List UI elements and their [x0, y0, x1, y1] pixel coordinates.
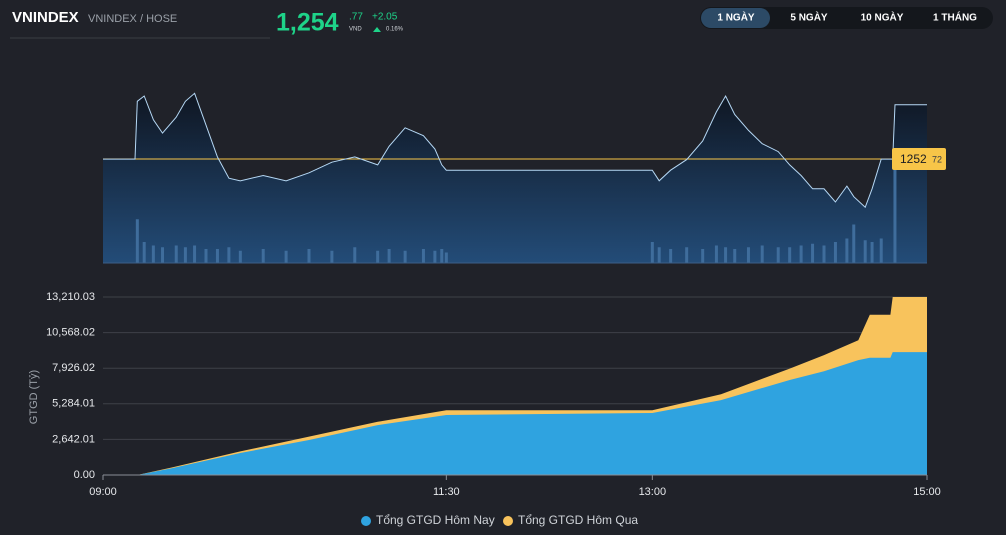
volume-bar — [714, 245, 718, 263]
volume-bar — [776, 247, 780, 263]
volume-bar — [760, 245, 764, 263]
volume-bar — [215, 249, 219, 263]
price-decimal: .77 — [349, 12, 363, 23]
price-line — [103, 92, 927, 209]
volume-bar — [227, 247, 231, 263]
volume-bar — [863, 240, 867, 263]
volume-bar — [811, 243, 815, 263]
exchange: VNINDEX / HOSE — [88, 13, 177, 25]
volume-bar — [701, 249, 705, 263]
y-tick-label: 2,642.01 — [52, 433, 95, 445]
volume-bar — [161, 247, 165, 263]
x-tick-label: 13:00 — [639, 486, 667, 498]
volume-bar — [669, 249, 673, 263]
legend-label[interactable]: Tổng GTGD Hôm Nay — [376, 513, 495, 527]
volume-bar — [657, 247, 661, 263]
symbol: VNINDEX — [12, 9, 79, 26]
reference-tag — [892, 148, 946, 171]
volume-bar — [204, 249, 208, 263]
volume-bar — [822, 245, 826, 263]
legend-swatch — [361, 516, 371, 526]
volume-bar — [788, 247, 792, 263]
volume-bar — [421, 249, 425, 263]
volume-bar — [142, 242, 146, 263]
x-tick-label: 09:00 — [89, 486, 117, 498]
volume-bar — [799, 245, 803, 263]
y-axis-label: GTGD (Tỷ) — [28, 370, 40, 424]
x-tick-label: 15:00 — [913, 486, 941, 498]
volume-bar — [353, 247, 357, 263]
volume-bar — [403, 250, 407, 263]
volume-bar — [746, 247, 750, 263]
reference-label-decimal: 72 — [932, 154, 942, 164]
tab[interactable]: 5 NGÀY — [790, 11, 828, 24]
volume-bar — [284, 250, 288, 263]
volume-bar — [724, 247, 728, 263]
volume-bar — [135, 219, 139, 263]
volume-bar — [174, 245, 178, 263]
tab-bar — [700, 7, 993, 29]
y-tick-label: 10,568.02 — [46, 327, 95, 339]
volume-bar — [330, 250, 334, 263]
volume-bar — [440, 249, 444, 263]
volume-bar — [433, 250, 437, 263]
volume-bar — [852, 224, 856, 263]
volume-bar — [307, 249, 311, 263]
volume-bar — [685, 247, 689, 263]
volume-bar — [650, 242, 654, 263]
volume-bar — [261, 249, 265, 263]
y-tick-label: 7,926.02 — [52, 362, 95, 374]
change: +2.05 — [372, 12, 398, 23]
change-percent: 0.16% — [386, 27, 404, 33]
legend-swatch — [503, 516, 513, 526]
price-area — [103, 93, 927, 263]
price: 1,254 — [276, 9, 339, 37]
volume-bar — [833, 242, 837, 263]
reference-label: 1252 — [900, 152, 927, 166]
tab-active — [701, 8, 770, 28]
volume-bar — [879, 238, 883, 263]
y-tick-label: 13,210.03 — [46, 291, 95, 303]
volume-bar — [376, 250, 380, 263]
volume-bar — [733, 249, 737, 263]
x-tick-label: 11:30 — [433, 486, 460, 498]
volume-bar — [193, 245, 197, 263]
area — [103, 352, 927, 475]
volume-bar — [893, 161, 897, 263]
tab[interactable]: 1 NGÀY — [717, 11, 755, 24]
volume-bar — [238, 250, 242, 263]
legend-label[interactable]: Tổng GTGD Hôm Qua — [518, 513, 638, 527]
volume-bar — [870, 242, 874, 263]
y-tick-label: 5,284.01 — [52, 398, 95, 410]
currency: VND — [349, 27, 362, 33]
up-arrow — [373, 27, 381, 32]
volume-bar — [845, 238, 849, 263]
volume-bar — [183, 247, 187, 263]
tab[interactable]: 10 NGÀY — [861, 11, 904, 24]
tab[interactable]: 1 THÁNG — [933, 11, 977, 24]
y-tick-label: 0.00 — [74, 469, 95, 481]
volume-bar — [444, 252, 448, 263]
volume-bar — [151, 245, 155, 263]
volume-bar — [387, 249, 391, 263]
